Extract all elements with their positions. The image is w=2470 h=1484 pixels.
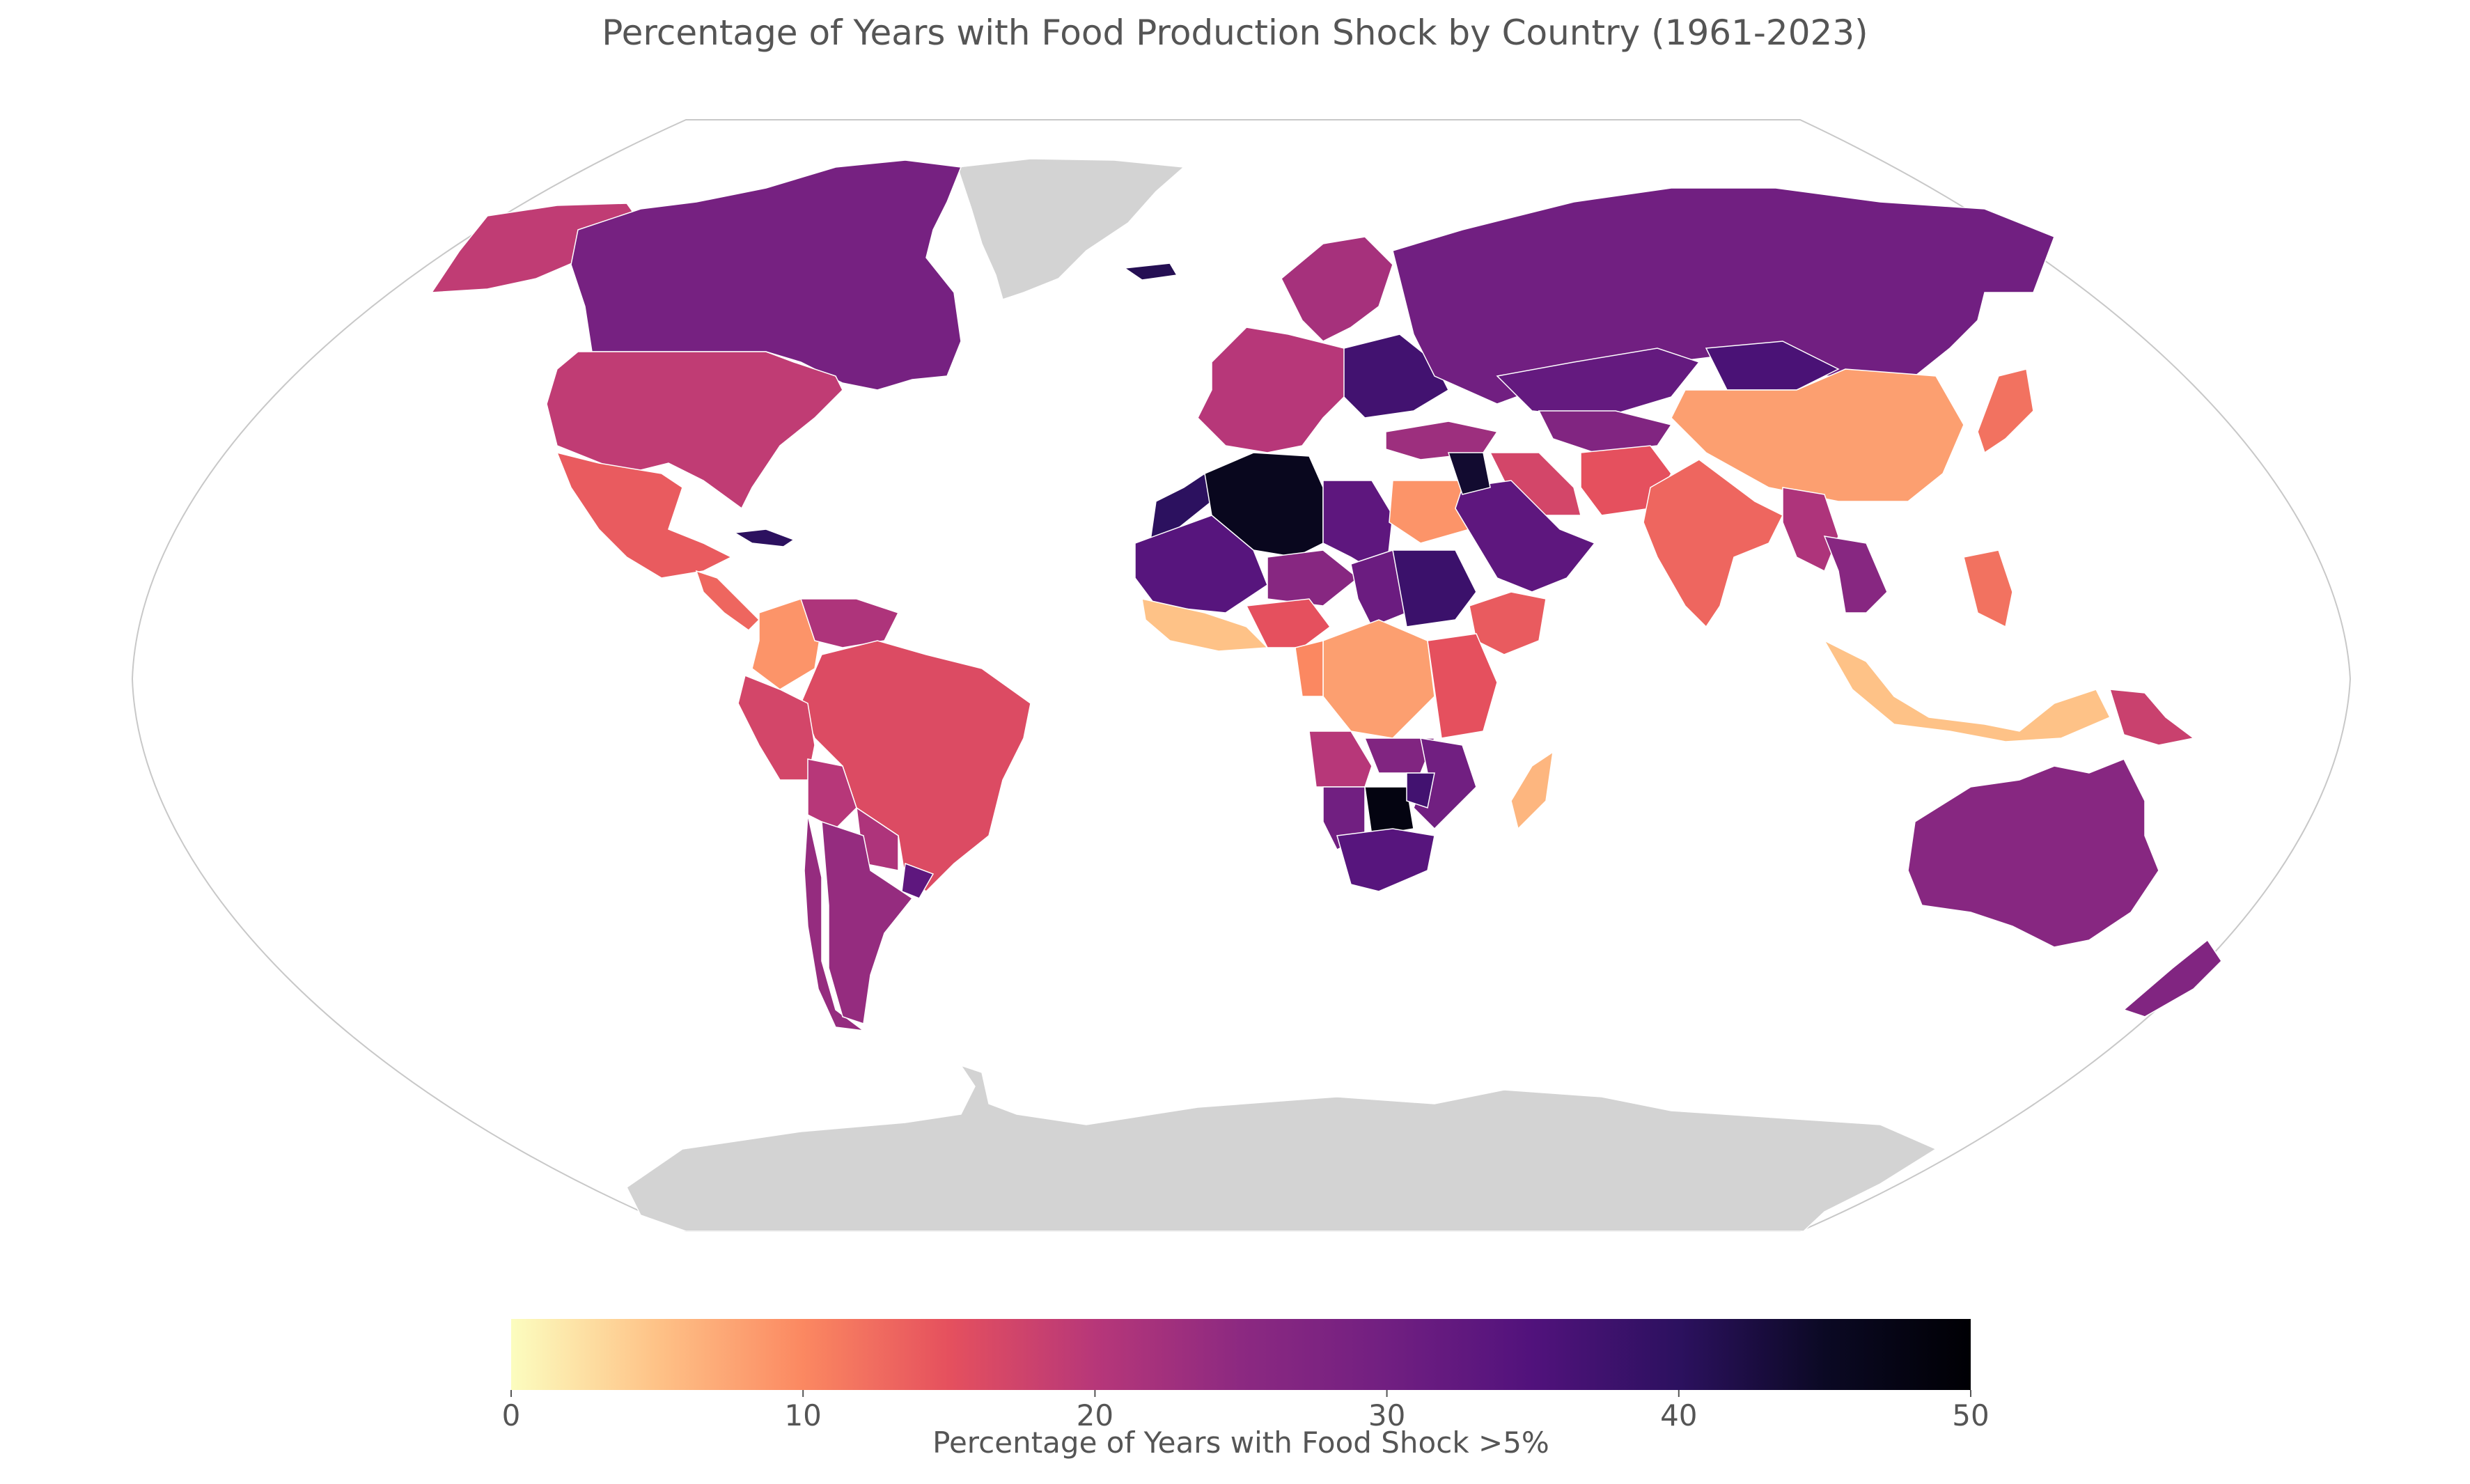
- region-china: [1671, 368, 1964, 502]
- region-dr-congo: [1322, 619, 1435, 739]
- region-chile: [804, 814, 866, 1032]
- region-western-europe: [1197, 327, 1352, 453]
- region-philippines: [1963, 549, 2013, 628]
- region-niger: [1267, 549, 1359, 607]
- region-mongolia: [1705, 341, 1840, 391]
- region-nigeria: [1245, 598, 1331, 648]
- region-angola: [1308, 731, 1373, 788]
- region-central-america: [695, 570, 760, 631]
- region-myanmar: [1782, 487, 1839, 572]
- region-antarctica: [626, 1064, 1937, 1232]
- colorbar-bar: [511, 1319, 1971, 1390]
- region-mexico: [556, 451, 733, 579]
- colorbar-ticks: [510, 1390, 1971, 1397]
- region-central-africa: [1295, 640, 1324, 697]
- region-zimbabwe: [1406, 772, 1435, 809]
- region-mauritania-mali: [1134, 515, 1268, 614]
- region-peru: [737, 674, 815, 781]
- region-venezuela: [799, 598, 900, 648]
- region-cuba: [733, 529, 795, 547]
- region-chad: [1350, 549, 1407, 627]
- colorbar-label: Percentage of Years with Food Shock >5%: [932, 1426, 1549, 1460]
- region-tanzania-kenya: [1427, 633, 1498, 739]
- region-madagascar: [1510, 751, 1554, 830]
- region-eastern-europe: [1343, 334, 1449, 419]
- region-central-asia: [1538, 410, 1673, 453]
- region-japan: [1977, 368, 2034, 454]
- region-egypt: [1389, 480, 1470, 544]
- region-australia: [1907, 758, 2159, 948]
- region-botswana: [1364, 786, 1414, 836]
- region-bolivia: [807, 758, 857, 829]
- map-title: Percentage of Years with Food Production…: [602, 13, 1868, 53]
- region-west-africa: [1141, 598, 1269, 652]
- region-papua-new-guinea: [2109, 689, 2195, 746]
- region-saudi-arabia-yemen: [1455, 480, 1596, 593]
- region-indonesia: [1823, 639, 2111, 742]
- region-iceland: [1123, 263, 1178, 281]
- region-greenland: [956, 158, 1185, 300]
- region-scandinavia: [1281, 236, 1393, 342]
- region-jordan-israel: [1447, 452, 1491, 495]
- colorbar-tick-label: 50: [1952, 1398, 1990, 1432]
- country-regions: [430, 158, 2222, 1232]
- region-uruguay: [901, 862, 935, 899]
- region-brazil: [800, 640, 1031, 892]
- colorbar-tick-label: 30: [1368, 1398, 1406, 1432]
- region-new-zealand: [2123, 939, 2222, 1017]
- colorbar-tick-label: 20: [1076, 1398, 1114, 1432]
- region-argentina: [821, 820, 914, 1024]
- colorbar-tick-label: 0: [501, 1398, 521, 1432]
- colorbar-tick-label: 40: [1660, 1398, 1698, 1432]
- region-sudan: [1392, 549, 1477, 627]
- region-south-africa: [1336, 828, 1435, 892]
- region-thailand: [1823, 536, 1888, 614]
- colorbar-tick-label: 10: [784, 1398, 822, 1432]
- region-india: [1643, 459, 1784, 628]
